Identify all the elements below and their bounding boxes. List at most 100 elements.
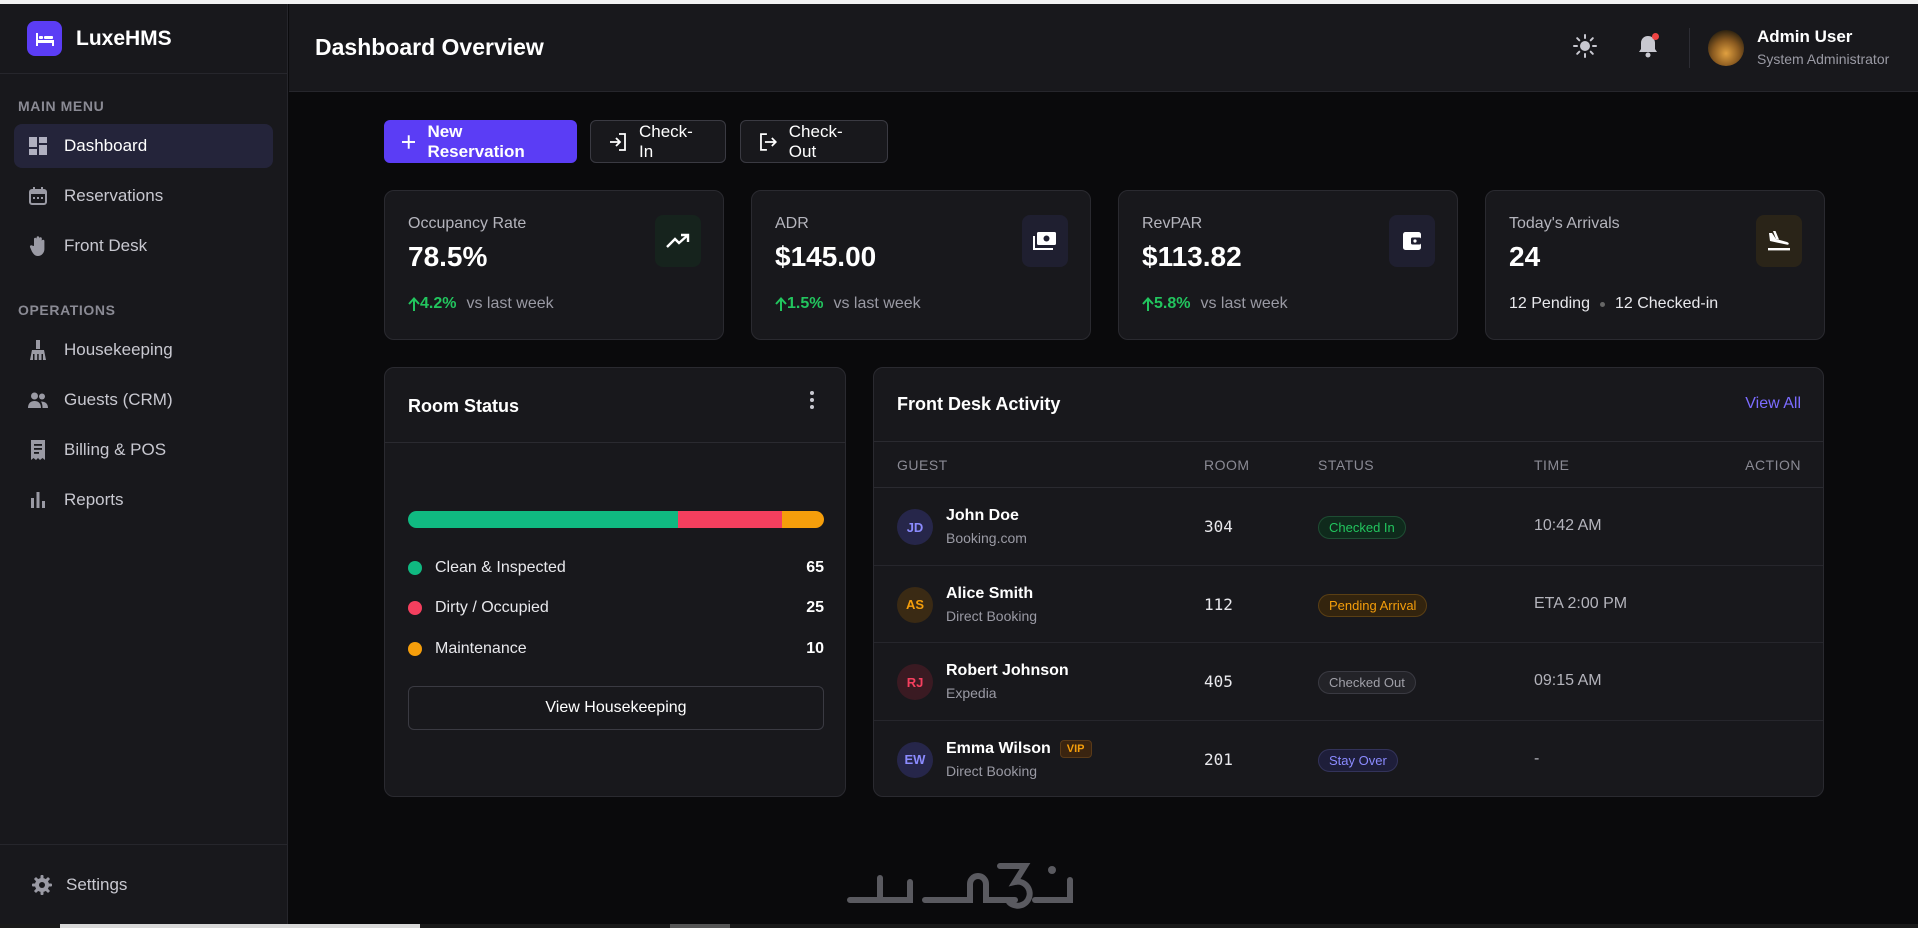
table-row[interactable]: AS Alice Smith Direct Booking 112 Pending Ar…	[874, 566, 1823, 643]
table-row[interactable]: RJ Robert Johnson Expedia 405 Checked Out 09:…	[874, 643, 1823, 721]
main-menu-label: MAIN MENU	[18, 98, 105, 114]
activity-time: ETA 2:00 PM	[1534, 594, 1628, 612]
page-title: Dashboard Overview	[315, 34, 544, 60]
stat-label: RevPAR	[1142, 215, 1203, 232]
operations-label: OPERATIONS	[18, 302, 116, 318]
new-reservation-button[interactable]: New Reservation	[384, 120, 577, 163]
main-nav: Dashboard Reservations Front Desk	[0, 124, 287, 268]
stat-card-occupancy: Occupancy Rate 78.5% 4.2% vs last week	[384, 190, 724, 340]
sidebar-item-front-desk[interactable]: Front Desk	[14, 224, 273, 268]
vip-badge: VIP	[1059, 739, 1092, 758]
sidebar-item-reservations[interactable]: Reservations	[14, 174, 273, 218]
table-row[interactable]: EW Emma Wilson VIP Direct Booking 201 Stay Ov…	[874, 721, 1823, 797]
front-desk-activity-card: Front Desk Activity View All GUEST ROOM …	[873, 367, 1824, 797]
status-badge: Stay Over	[1318, 748, 1398, 772]
sidebar-item-billing[interactable]: Billing & POS	[14, 428, 273, 472]
stat-footer: 1.5% vs last week	[775, 295, 921, 313]
sun-icon	[1573, 34, 1597, 58]
activity-time: 10:42 AM	[1534, 517, 1602, 534]
theme-toggle-button[interactable]	[1571, 32, 1599, 60]
bar-segment	[408, 511, 679, 528]
guest-initials: AS	[897, 586, 933, 623]
brand-name: LuxeHMS	[76, 26, 172, 50]
table-row[interactable]: JD John Doe Booking.com 304 Checked In 10:42 …	[874, 488, 1823, 566]
bed-icon	[27, 21, 62, 56]
trend-suffix: vs last week	[466, 295, 554, 312]
people-icon	[28, 390, 48, 410]
activity-title: Front Desk Activity	[897, 394, 1061, 414]
stat-value: $113.82	[1142, 241, 1242, 272]
status-badge: Pending Arrival	[1318, 593, 1428, 617]
more-vertical-icon[interactable]	[809, 390, 815, 410]
trending-up-icon	[655, 215, 701, 267]
notifications-button[interactable]	[1634, 32, 1662, 60]
status-badge: Checked In	[1318, 516, 1406, 539]
sidebar-item-dashboard[interactable]: Dashboard	[14, 124, 273, 168]
guest-name-text: Emma Wilson	[946, 739, 1051, 757]
stat-label: Occupancy Rate	[408, 215, 527, 232]
stat-value: 78.5%	[408, 241, 488, 272]
guest-name: Alice Smith	[946, 585, 1033, 603]
table-header: GUEST ROOM STATUS TIME ACTION	[874, 442, 1823, 488]
activity-time: 09:15 AM	[1534, 672, 1602, 689]
legend-dot	[408, 642, 422, 656]
legend-count: 25	[806, 599, 824, 616]
check-in-label: Check-In	[639, 121, 693, 161]
trend-value: 4.2%	[420, 295, 457, 312]
sidebar-item-label: Dashboard	[64, 136, 148, 155]
gear-icon	[32, 874, 52, 895]
legend-row-dirty: Dirty / Occupied 25	[408, 597, 824, 619]
activity-header: Front Desk Activity View All	[874, 368, 1823, 442]
view-all-link[interactable]: View All	[1745, 395, 1801, 412]
room-status-bar	[408, 511, 824, 528]
col-action: ACTION	[1745, 457, 1801, 473]
guest-name: Robert Johnson	[946, 662, 1069, 680]
col-guest: GUEST	[897, 457, 948, 473]
guest-initials: JD	[897, 509, 933, 545]
sidebar-item-housekeeping[interactable]: Housekeeping	[14, 328, 273, 372]
check-out-button[interactable]: Check-Out	[740, 120, 888, 163]
user-role: System Administrator	[1757, 51, 1890, 67]
sidebar-item-label: Billing & POS	[64, 440, 167, 459]
sidebar-item-guests[interactable]: Guests (CRM)	[14, 378, 273, 422]
guest-source: Direct Booking	[946, 762, 1038, 779]
room-number: 112	[1204, 594, 1233, 614]
stat-footer: 4.2% vs last week	[408, 295, 554, 313]
calendar-icon	[28, 186, 48, 206]
trend-value: 1.5%	[787, 295, 824, 312]
sidebar-item-label: Front Desk	[64, 236, 148, 255]
arrivals-footer: 12 Pending 12 Checked-in	[1509, 295, 1718, 313]
guest-name: John Doe	[946, 507, 1019, 525]
room-status-header: Room Status	[385, 368, 845, 443]
bar-chart-icon	[28, 490, 48, 510]
separator-dot	[1599, 301, 1605, 307]
top-header: Dashboard Overview Admin User System Adm…	[289, 4, 1918, 92]
col-room: ROOM	[1204, 457, 1250, 473]
wallet-icon	[1389, 215, 1435, 267]
legend-dot	[408, 561, 422, 575]
bar-segment	[678, 511, 783, 528]
bell-icon	[1639, 36, 1657, 58]
legend-label: Dirty / Occupied	[435, 599, 549, 616]
trend-value: 5.8%	[1154, 295, 1191, 312]
brand[interactable]: LuxeHMS	[0, 4, 287, 74]
bottom-segment	[670, 924, 730, 928]
guest-source: Booking.com	[946, 530, 1027, 546]
trend-suffix: vs last week	[833, 295, 921, 312]
stat-card-adr: ADR $145.00 1.5% vs last week	[751, 190, 1091, 340]
stat-card-revpar: RevPAR $113.82 5.8% vs last week	[1118, 190, 1458, 340]
sidebar-item-settings[interactable]: Settings	[0, 844, 287, 924]
guest-source: Direct Booking	[946, 607, 1038, 624]
arrow-up-icon	[775, 297, 787, 311]
arrow-up-icon	[408, 297, 420, 311]
room-status-card: Room Status Clean & Inspected 65 Dirty /…	[384, 367, 846, 797]
check-in-button[interactable]: Check-In	[590, 120, 726, 163]
room-number: 304	[1204, 517, 1233, 536]
trend-suffix: vs last week	[1200, 295, 1288, 312]
legend-row-clean: Clean & Inspected 65	[408, 557, 824, 579]
arrivals-pending: 12 Pending	[1509, 295, 1590, 312]
status-badge: Checked Out	[1318, 671, 1416, 694]
sidebar-item-reports[interactable]: Reports	[14, 478, 273, 522]
avatar[interactable]	[1708, 30, 1744, 66]
view-housekeeping-button[interactable]: View Housekeeping	[408, 686, 824, 730]
